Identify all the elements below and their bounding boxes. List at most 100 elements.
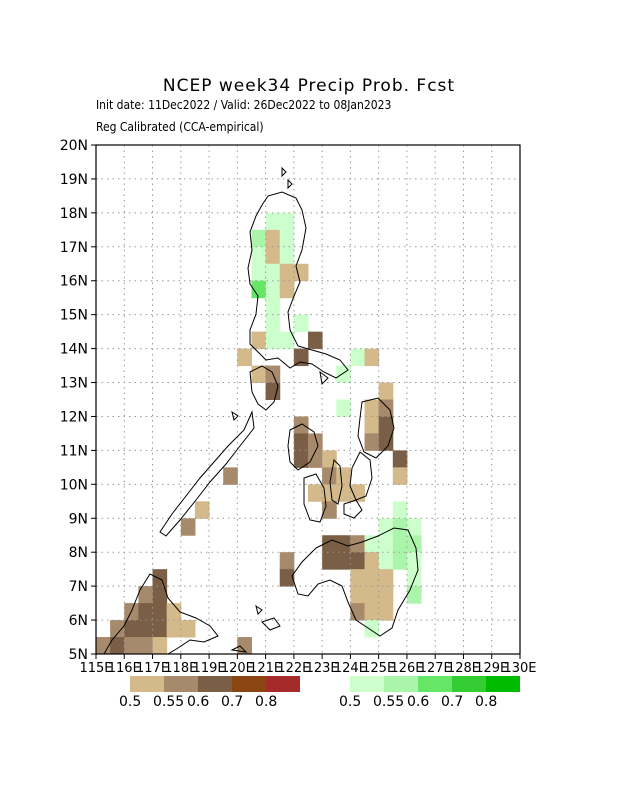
- prob-cell: [308, 433, 323, 451]
- prob-cell: [251, 280, 267, 299]
- calibration-note: Reg Calibrated (CCA-empirical): [96, 120, 264, 134]
- legend-above-normal: [350, 676, 520, 692]
- legend-swatch: [198, 676, 232, 692]
- prob-cell: [336, 399, 351, 417]
- legend-label: 0.6: [187, 694, 210, 710]
- prob-cell: [378, 552, 394, 570]
- legend-swatch: [266, 676, 300, 692]
- y-tick-label: 16N: [60, 274, 88, 290]
- prob-cell: [364, 399, 380, 417]
- prob-cell: [293, 433, 309, 451]
- prob-cell: [265, 229, 281, 248]
- y-tick-label: 6N: [69, 613, 88, 629]
- prob-cell: [406, 586, 422, 604]
- x-tick-label: 130E: [503, 661, 536, 676]
- coastline-islets: [230, 166, 329, 653]
- legend-label: 0.7: [221, 694, 244, 710]
- x-tick-label: 123E: [306, 661, 339, 676]
- coastline-luzon: [247, 191, 349, 379]
- legend-swatch: [486, 676, 520, 692]
- coastline-mindanao: [291, 527, 419, 637]
- legend-label: 0.5: [119, 694, 142, 710]
- init-valid-date: Init date: 11Dec2022 / Valid: 26Dec2022 …: [96, 98, 392, 112]
- prob-cell: [279, 263, 295, 282]
- prob-cell: [251, 263, 267, 282]
- prob-cell: [322, 535, 337, 553]
- x-tick-label: 129E: [475, 661, 508, 676]
- prob-cell: [265, 297, 281, 316]
- prob-cell: [336, 365, 351, 384]
- legend-swatch: [418, 676, 452, 692]
- legend-swatch: [384, 676, 418, 692]
- prob-cell: [279, 569, 295, 587]
- prob-cell: [406, 552, 422, 570]
- prob-cell: [378, 416, 394, 434]
- coastline-cebu: [329, 458, 343, 505]
- prob-cell: [194, 501, 210, 519]
- prob-cell: [308, 484, 323, 502]
- prob-cell: [308, 331, 323, 350]
- prob-cell: [279, 280, 295, 299]
- prob-cell: [279, 212, 295, 231]
- prob-cell: [322, 467, 337, 485]
- prob-cell: [251, 365, 267, 384]
- prob-cell: [265, 246, 281, 265]
- x-tick-label: 115E: [79, 661, 112, 676]
- prob-cell: [364, 416, 380, 434]
- legend-swatch: [350, 676, 384, 692]
- prob-cell: [406, 569, 422, 587]
- chart-title: NCEP week34 Precip Prob. Fcst: [162, 76, 456, 96]
- prob-cell: [265, 314, 281, 333]
- coastline-sulu: [261, 617, 281, 631]
- coastline-borneo: [103, 573, 219, 655]
- y-tick-label: 12N: [60, 409, 88, 425]
- prob-cell: [378, 586, 394, 604]
- prob-cell: [350, 586, 366, 604]
- prob-cell: [152, 586, 168, 604]
- y-tick-label: 18N: [60, 206, 88, 222]
- prob-cell: [364, 552, 380, 570]
- prob-cell: [350, 535, 366, 553]
- prob-cell: [350, 348, 366, 367]
- prob-cell: [180, 518, 196, 536]
- y-tick-label: 9N: [69, 511, 88, 527]
- prob-cell: [166, 603, 182, 621]
- prob-cell: [392, 552, 408, 570]
- prob-cell: [350, 552, 366, 570]
- probability-cells: [96, 212, 422, 655]
- y-tick-label: 15N: [60, 308, 88, 324]
- prob-cell: [293, 314, 309, 333]
- prob-cell: [392, 518, 408, 536]
- y-tick-label: 17N: [60, 240, 88, 256]
- prob-cell: [279, 552, 295, 570]
- x-tick-label: 116E: [108, 661, 141, 676]
- coastlines: [103, 166, 419, 655]
- legend-below-normal: [130, 676, 300, 692]
- prob-cell: [180, 620, 196, 638]
- prob-cell: [237, 637, 252, 655]
- prob-cell: [378, 518, 394, 536]
- prob-cell: [279, 246, 295, 265]
- prob-cell: [293, 263, 309, 282]
- prob-cell: [279, 229, 295, 248]
- y-tick-label: 11N: [60, 443, 88, 459]
- prob-cell: [138, 603, 154, 621]
- prob-cell: [110, 637, 125, 655]
- prob-cell: [110, 620, 125, 638]
- x-tick-label: 125E: [362, 661, 395, 676]
- legend-label: 0.8: [255, 694, 278, 710]
- x-tick-label: 120E: [221, 661, 254, 676]
- coastline-panay: [287, 423, 319, 471]
- x-tick-label: 121E: [249, 661, 282, 676]
- prob-cell: [251, 246, 267, 265]
- legend-swatch: [130, 676, 164, 692]
- prob-cell: [138, 620, 154, 638]
- coastline-mindoro: [249, 365, 279, 411]
- prob-cell: [322, 552, 337, 570]
- y-tick-label: 19N: [60, 172, 88, 188]
- x-tick-label: 122E: [277, 661, 310, 676]
- prob-cell: [378, 603, 394, 621]
- legend-label: 0.55: [153, 694, 185, 710]
- prob-cell: [378, 535, 394, 553]
